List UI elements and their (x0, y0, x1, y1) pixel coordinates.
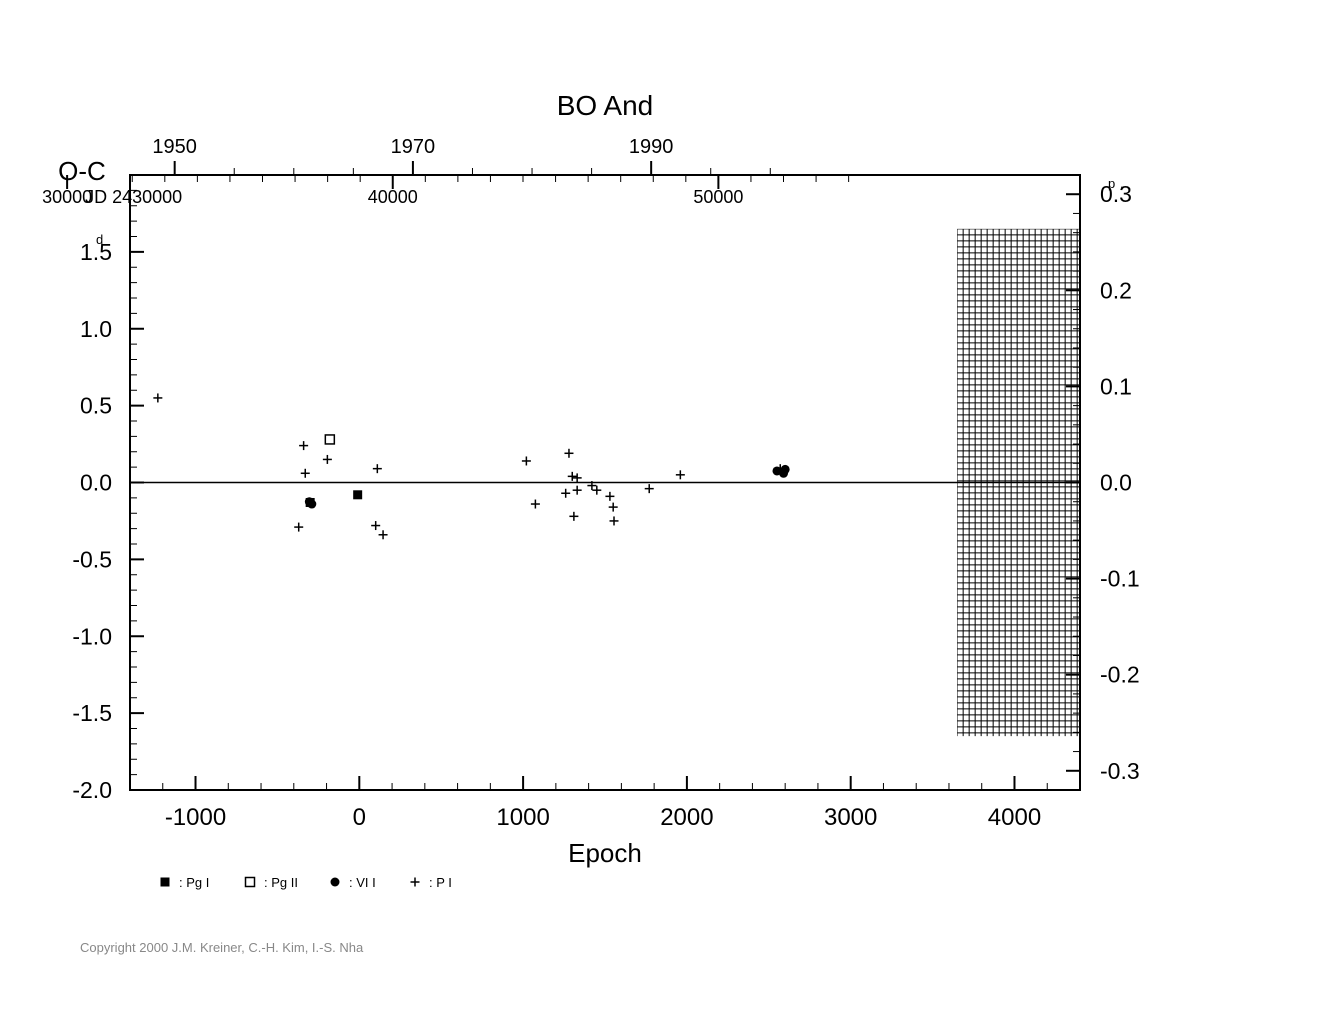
svg-text:: VI I: : VI I (349, 875, 376, 890)
copyright-text: Copyright 2000 J.M. Kreiner, C.-H. Kim, … (80, 940, 363, 955)
svg-text:40000: 40000 (368, 187, 418, 207)
svg-text:1950: 1950 (152, 136, 197, 158)
svg-text:0: 0 (353, 804, 366, 831)
svg-text:O-C: O-C (58, 156, 106, 186)
svg-text:1990: 1990 (629, 136, 674, 158)
svg-text:.: . (1120, 176, 1124, 191)
oc-diagram: -1000 0 1000 2000 3000 4000 Epoch -2.0 -1.5 -1.0 -… (0, 0, 1325, 1020)
svg-text:-0.3: -0.3 (1100, 758, 1140, 784)
svg-text:: Pg II: : Pg II (264, 875, 298, 890)
svg-text:1.0: 1.0 (80, 316, 112, 342)
svg-text:-0.1: -0.1 (1100, 566, 1140, 592)
svg-text:-0.5: -0.5 (72, 546, 112, 572)
svg-text:0.2: 0.2 (1100, 277, 1132, 303)
svg-text:0.5: 0.5 (80, 393, 112, 419)
svg-text:-1.5: -1.5 (72, 700, 112, 726)
svg-text:-1000: -1000 (165, 804, 226, 831)
svg-text:0.0: 0.0 (80, 470, 112, 496)
svg-text:d: d (96, 232, 103, 247)
svg-text:JD 2430000: JD 2430000 (85, 187, 182, 207)
svg-text:p: p (1108, 176, 1115, 191)
svg-text:: P I: : P I (429, 875, 452, 890)
svg-text:0.0: 0.0 (1100, 470, 1132, 496)
svg-text:4000: 4000 (988, 804, 1041, 831)
svg-text:2000: 2000 (660, 804, 713, 831)
svg-text:Epoch: Epoch (568, 838, 642, 868)
svg-text:0.1: 0.1 (1100, 373, 1132, 399)
svg-text:1970: 1970 (391, 136, 436, 158)
svg-text:-1.0: -1.0 (72, 623, 112, 649)
svg-text:3000: 3000 (824, 804, 877, 831)
svg-text:-2.0: -2.0 (72, 777, 112, 803)
svg-text:1000: 1000 (496, 804, 549, 831)
svg-text:0.3: 0.3 (1100, 181, 1132, 207)
svg-text:50000: 50000 (693, 187, 743, 207)
svg-text:BO And: BO And (557, 90, 654, 121)
svg-text:: Pg I: : Pg I (179, 875, 209, 890)
svg-text:-0.2: -0.2 (1100, 662, 1140, 688)
